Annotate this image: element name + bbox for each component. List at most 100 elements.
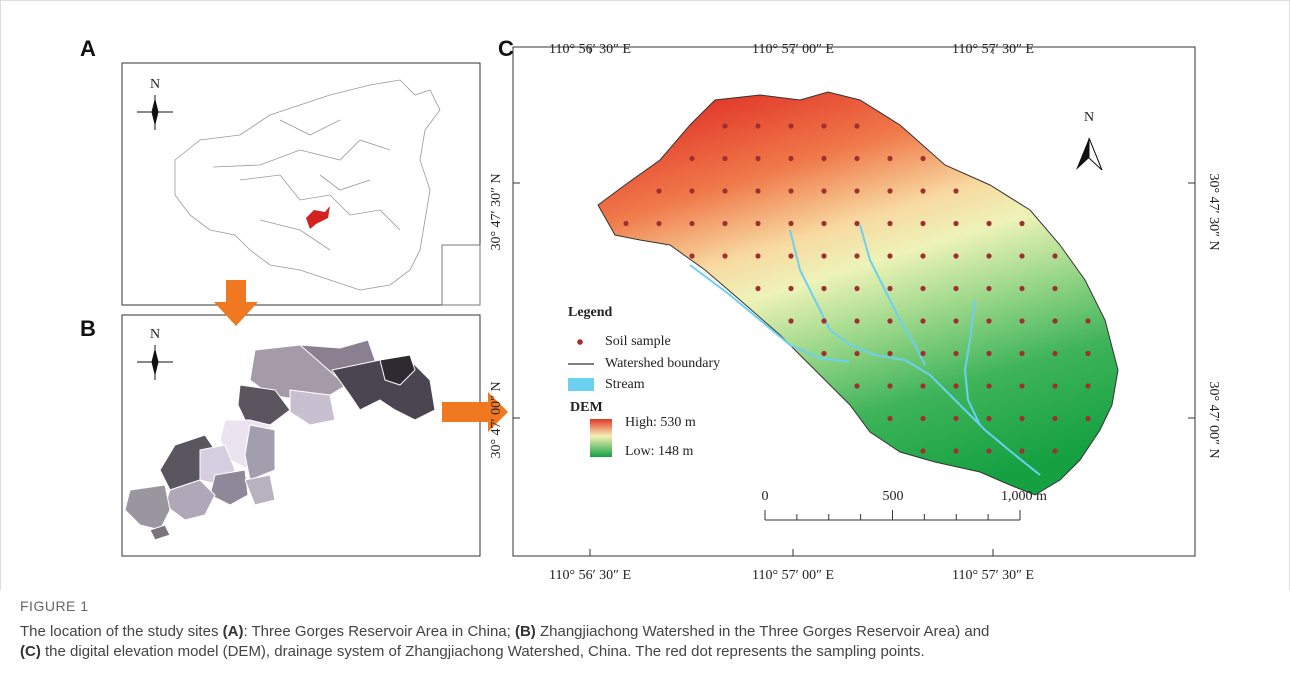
soil-sample xyxy=(689,220,695,227)
soil-sample xyxy=(854,220,860,227)
soil-sample xyxy=(1085,383,1091,389)
soil-sample xyxy=(920,220,926,227)
soil-sample xyxy=(1085,318,1091,324)
soil-sample xyxy=(920,318,926,324)
soil-sample xyxy=(920,155,926,162)
caption: FIGURE 1 The location of the study sites… xyxy=(20,596,1240,662)
soil-sample xyxy=(887,285,893,292)
legend-item: Low: 148 m xyxy=(625,444,694,459)
scale-label: 500 xyxy=(883,489,904,504)
soil-sample xyxy=(986,220,992,227)
soil-sample xyxy=(953,220,959,227)
soil-sample xyxy=(1019,448,1025,454)
soil-sample xyxy=(1019,415,1025,422)
soil-sample xyxy=(1019,285,1025,292)
soil-sample xyxy=(821,155,827,162)
soil-sample xyxy=(953,253,959,259)
coord-labels: 110° 56′ 30″ E 110° 57′ 00″ E 110° 57′ 3… xyxy=(489,42,1221,583)
soil-sample xyxy=(689,155,695,162)
soil-sample xyxy=(986,285,992,292)
soil-sample xyxy=(854,253,860,259)
soil-sample xyxy=(1052,350,1058,357)
soil-sample xyxy=(821,350,827,357)
county-map xyxy=(124,339,436,541)
soil-sample xyxy=(887,253,893,259)
caption-part: (C) xyxy=(20,643,41,660)
soil-sample xyxy=(689,253,695,259)
streams xyxy=(689,224,1041,476)
arrow xyxy=(442,392,508,432)
panel-a xyxy=(121,62,481,306)
watershed xyxy=(597,91,1119,496)
north-arrow xyxy=(137,345,173,380)
soil-sample xyxy=(887,188,893,194)
soil-sample xyxy=(788,123,794,129)
soil-sample xyxy=(722,220,728,227)
soil-sample xyxy=(755,123,761,129)
china-map xyxy=(174,79,441,291)
caption-text: The location of the study sites (A): Thr… xyxy=(20,622,1240,662)
soil-sample xyxy=(887,350,893,357)
caption-label: FIGURE 1 xyxy=(20,598,89,614)
soil-sample xyxy=(953,383,959,389)
scale-label: 1,000 m xyxy=(1001,489,1047,504)
north-label: N xyxy=(150,77,160,92)
soil-sample xyxy=(1085,415,1091,422)
soil-sample xyxy=(887,318,893,324)
soil-sample xyxy=(1052,448,1058,454)
soil-sample xyxy=(722,123,728,129)
soil-sample xyxy=(920,253,926,259)
soil-sample xyxy=(953,188,959,194)
soil-sample xyxy=(722,155,728,162)
legend: Legend Soil sample Watershed boundary St… xyxy=(568,305,720,459)
north-arrow xyxy=(137,95,173,130)
soil-sample xyxy=(1052,253,1058,259)
soil-sample xyxy=(1052,383,1058,389)
coord-label: 30° 47′ 30″ N xyxy=(489,173,504,250)
soil-sample xyxy=(788,318,794,324)
soil-sample xyxy=(1052,285,1058,292)
soil-sample xyxy=(1019,253,1025,259)
soil-sample xyxy=(854,188,860,194)
coord-label: 110° 57′ 30″ E xyxy=(952,568,1034,583)
scale-bar xyxy=(764,510,1021,521)
soil-sample xyxy=(788,220,794,227)
north-label: N xyxy=(1084,110,1094,125)
soil-sample xyxy=(821,253,827,259)
soil-samples xyxy=(623,123,1091,454)
soil-sample xyxy=(920,285,926,292)
soil-sample xyxy=(722,253,728,259)
soil-sample xyxy=(854,123,860,129)
caption-part: the digital elevation model (DEM), drain… xyxy=(40,643,925,660)
scale-label: 0 xyxy=(762,489,769,504)
north-label: N xyxy=(150,327,160,342)
legend-item: DEM xyxy=(570,400,603,415)
soil-sample xyxy=(755,253,761,259)
soil-sample xyxy=(920,350,926,357)
caption-part: The location of the study sites xyxy=(20,623,223,640)
soil-sample xyxy=(656,188,662,194)
study-area xyxy=(306,206,330,229)
soil-sample xyxy=(854,383,860,389)
soil-sample xyxy=(986,350,992,357)
inset xyxy=(441,244,481,306)
soil-sample xyxy=(755,188,761,194)
soil-sample xyxy=(788,155,794,162)
soil-sample xyxy=(821,318,827,324)
legend-title: Legend xyxy=(568,305,613,320)
soil-sample xyxy=(986,253,992,259)
soil-sample xyxy=(1019,350,1025,357)
soil-sample xyxy=(1085,350,1091,357)
panel-label: B xyxy=(80,316,96,341)
soil-sample xyxy=(854,155,860,162)
soil-sample xyxy=(986,415,992,422)
soil-sample xyxy=(821,123,827,129)
soil-sample xyxy=(953,285,959,292)
soil-sample xyxy=(986,448,992,454)
soil-sample xyxy=(1019,220,1025,227)
soil-sample xyxy=(887,383,893,389)
soil-sample xyxy=(755,220,761,227)
soil-sample xyxy=(755,285,761,292)
caption-part: : Three Gorges Reservoir Area in China; xyxy=(243,623,515,640)
